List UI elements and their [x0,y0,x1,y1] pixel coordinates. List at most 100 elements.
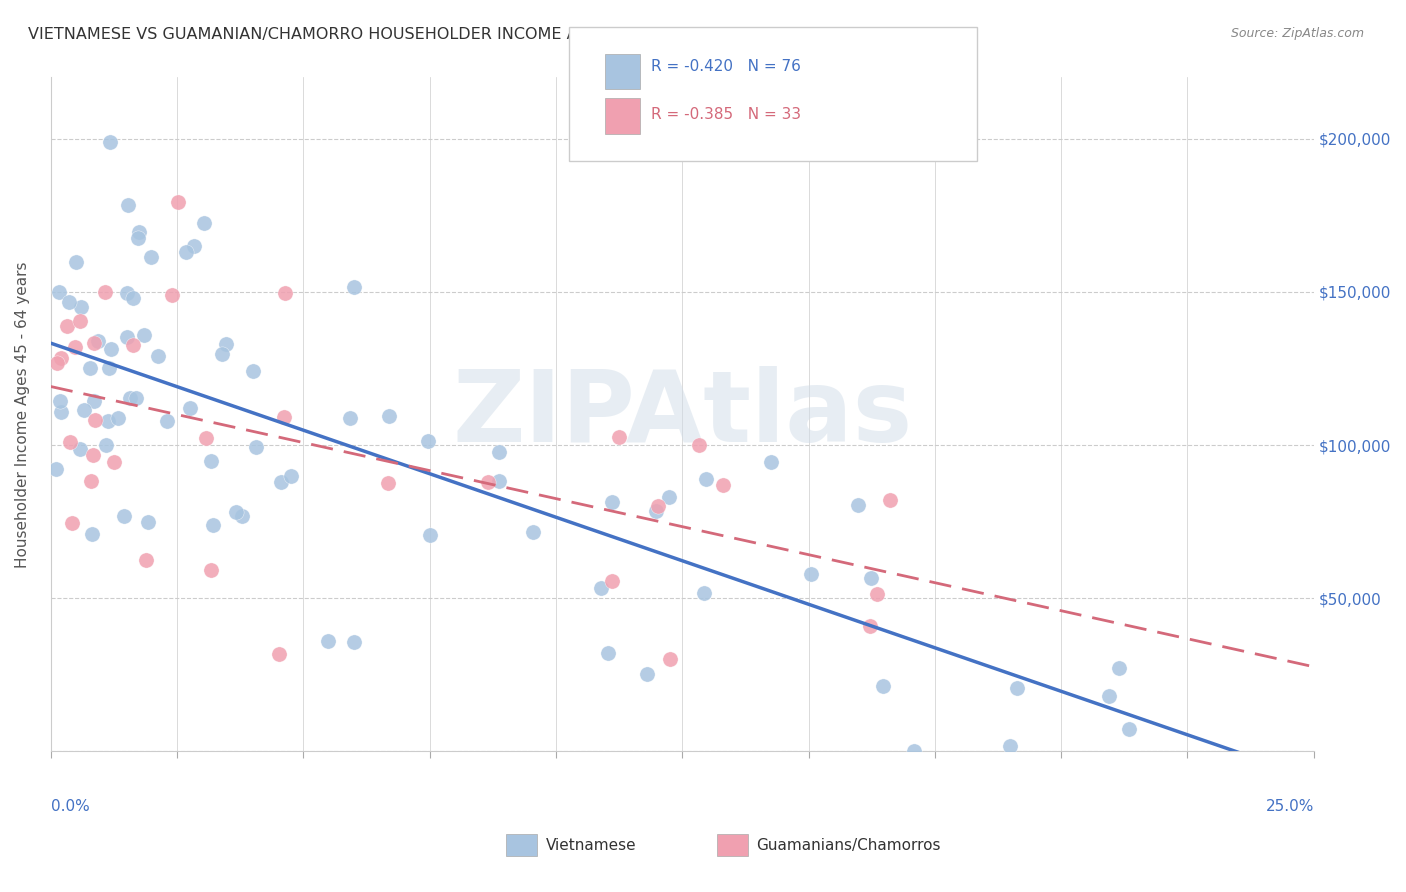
Point [607,430,630,444]
Point [211,347,233,361]
Point [339,411,361,425]
Point [242,364,264,378]
Point [97,414,120,428]
Text: Vietnamese: Vietnamese [546,838,636,853]
Y-axis label: Householder Income Ages 45 - 64 years: Householder Income Ages 45 - 64 years [15,261,30,567]
Point [522,525,544,540]
Point [49,351,72,365]
Text: 0.0%: 0.0% [51,798,90,814]
Point [377,475,399,490]
Point [58,294,80,309]
Point [49,394,72,409]
Point [316,633,339,648]
Point [98,360,121,375]
Point [859,618,882,632]
Text: ZIPAtlas: ZIPAtlas [453,366,912,463]
Point [115,286,138,301]
Point [225,505,247,519]
Point [488,445,510,459]
Point [711,478,734,492]
Point [200,563,222,577]
Point [83,393,105,408]
Point [103,455,125,469]
Point [135,553,157,567]
Point [98,135,121,149]
Point [688,437,710,451]
Point [600,495,623,509]
Text: R = -0.385   N = 33: R = -0.385 N = 33 [651,107,801,121]
Point [45,462,67,476]
Text: R = -0.420   N = 76: R = -0.420 N = 76 [651,60,801,74]
Point [79,360,101,375]
Point [477,475,499,489]
Point [49,405,72,419]
Point [202,518,225,533]
Point [193,216,215,230]
Point [125,391,148,405]
Point [231,509,253,524]
Point [245,441,267,455]
Point [117,198,139,212]
Point [156,414,179,428]
Text: 25.0%: 25.0% [1265,798,1313,814]
Point [148,349,170,363]
Point [416,434,439,448]
Point [859,571,882,585]
Point [693,586,716,600]
Point [183,239,205,253]
Point [267,648,290,662]
Point [162,288,184,302]
Point [120,392,142,406]
Point [69,314,91,328]
Point [94,437,117,451]
Point [1108,661,1130,675]
Point [65,255,87,269]
Point [647,500,669,514]
Point [280,469,302,483]
Point [488,475,510,489]
Text: VIETNAMESE VS GUAMANIAN/CHAMORRO HOUSEHOLDER INCOME AGES 45 - 64 YEARS CORRELATI: VIETNAMESE VS GUAMANIAN/CHAMORRO HOUSEHO… [28,27,908,42]
Point [215,336,238,351]
Point [48,285,70,299]
Point [55,318,77,333]
Point [343,280,366,294]
Point [83,336,105,351]
Point [82,449,104,463]
Point [134,328,156,343]
Point [658,490,681,504]
Point [107,410,129,425]
Point [658,652,681,666]
Point [872,680,894,694]
Point [378,409,401,424]
Point [59,435,82,450]
Point [274,285,297,300]
Point [69,442,91,456]
Point [270,475,292,489]
Point [112,509,135,524]
Point [1118,722,1140,736]
Point [418,528,440,542]
Point [63,340,86,354]
Point [644,504,666,518]
Point [60,516,83,531]
Point [138,515,160,529]
Point [70,300,93,314]
Point [122,338,145,352]
Point [83,413,105,427]
Point [121,291,143,305]
Point [94,285,117,300]
Point [141,250,163,264]
Point [115,330,138,344]
Point [596,646,619,660]
Point [200,454,222,468]
Point [174,245,197,260]
Point [73,402,96,417]
Point [87,334,110,349]
Point [179,401,201,415]
Text: Source: ZipAtlas.com: Source: ZipAtlas.com [1230,27,1364,40]
Point [759,455,782,469]
Point [998,739,1021,753]
Point [636,667,658,681]
Point [903,744,925,758]
Point [800,566,823,581]
